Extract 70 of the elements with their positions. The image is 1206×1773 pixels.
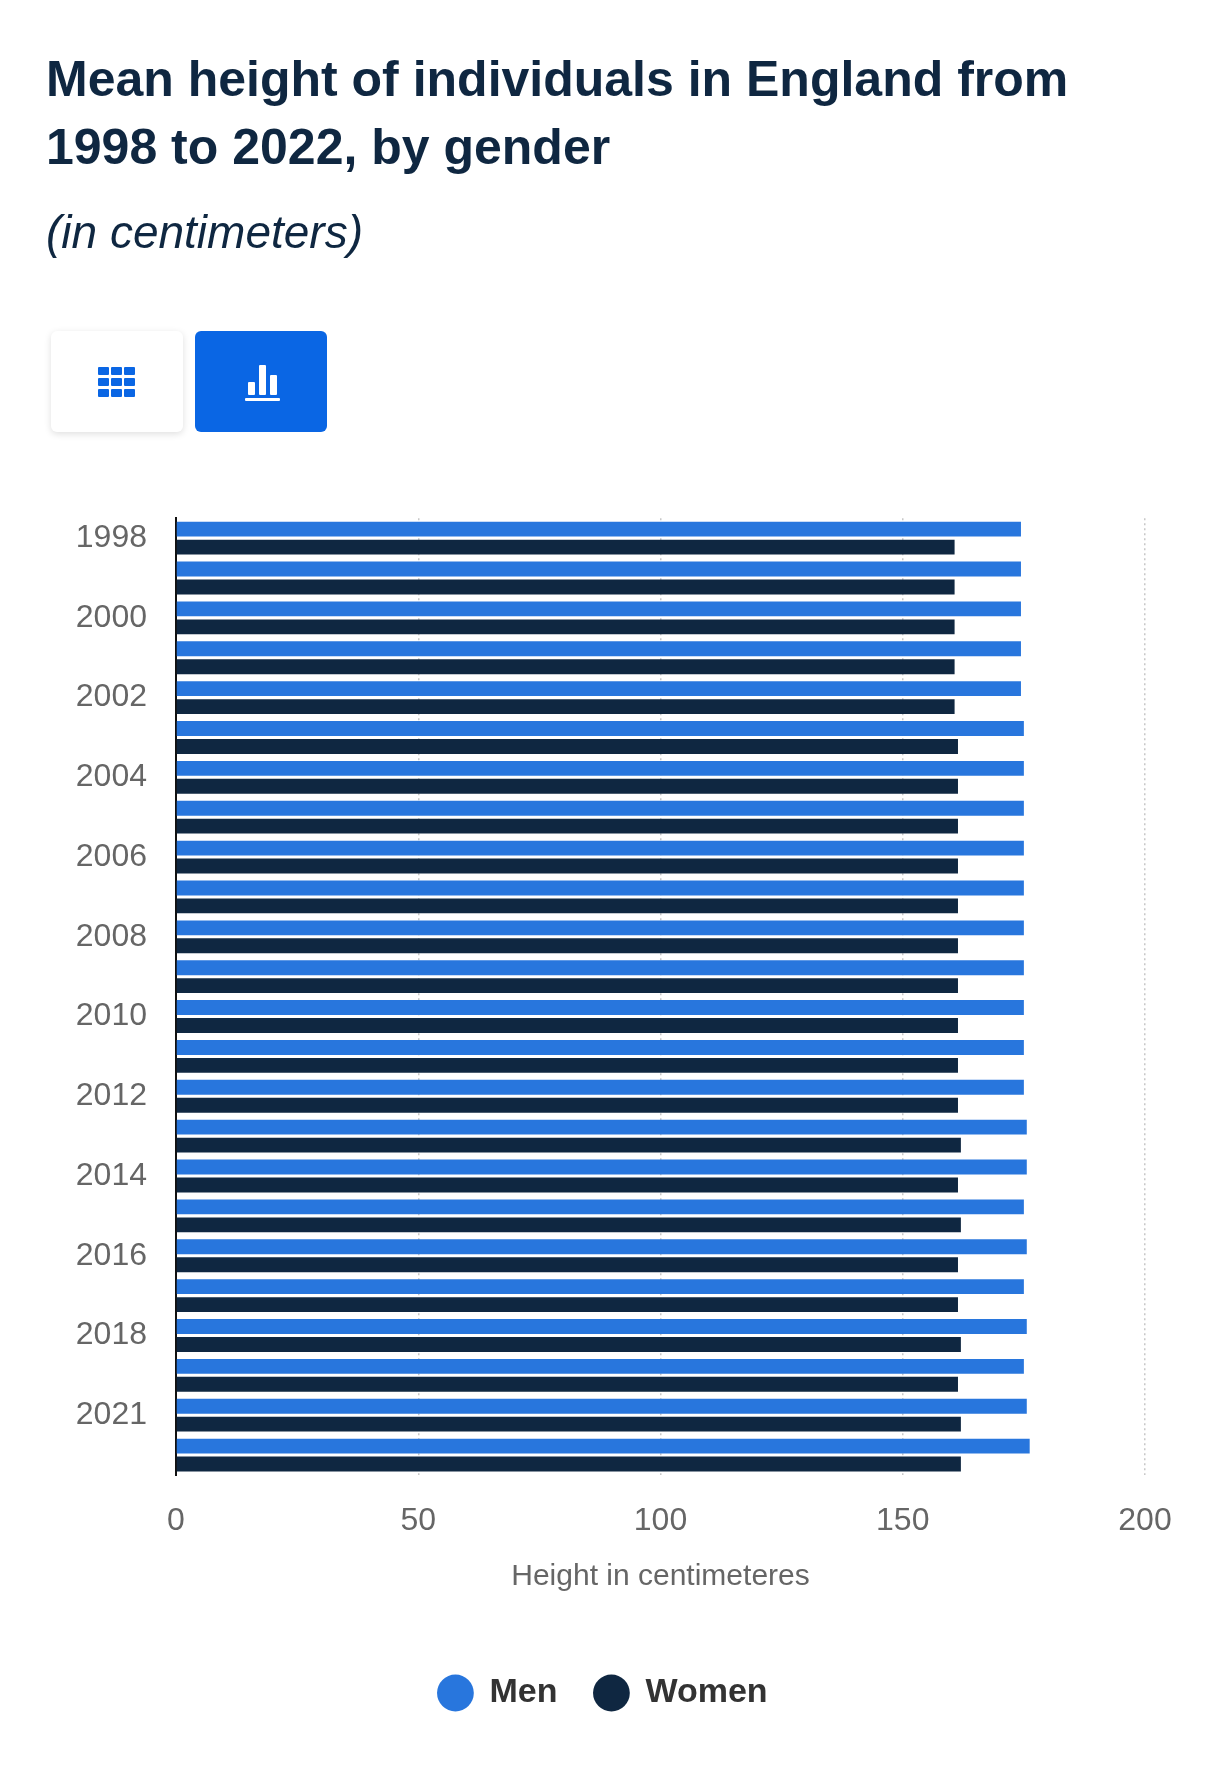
bar	[176, 1336, 961, 1352]
x-tick-label: 200	[1118, 1501, 1172, 1538]
y-tick-label: 2016	[75, 1235, 147, 1272]
bar	[176, 1159, 1027, 1175]
bar	[176, 1416, 961, 1432]
y-tick-label: 2018	[75, 1315, 147, 1352]
y-tick-label: 2004	[75, 757, 147, 794]
bar	[176, 539, 955, 555]
y-tick-label: 2000	[75, 597, 147, 634]
bar	[176, 1319, 1027, 1334]
bar	[176, 760, 1024, 776]
bar	[176, 1018, 958, 1033]
bar	[176, 738, 958, 754]
y-tick-label: 1998	[75, 517, 147, 554]
bar	[176, 1000, 1024, 1016]
bar	[176, 1079, 1024, 1095]
bar	[176, 1297, 958, 1313]
bar	[176, 818, 958, 834]
bar	[176, 898, 958, 914]
x-tick-label: 100	[633, 1501, 688, 1538]
bar	[176, 1137, 961, 1153]
y-tick-label: 2014	[75, 1155, 147, 1192]
bar	[176, 920, 1024, 936]
chart-title: Mean height of individuals in England from 1998 to 2022, by gender	[46, 50, 1070, 177]
bar	[176, 880, 1024, 896]
y-tick-label: 2012	[75, 1076, 147, 1113]
bar	[176, 960, 1024, 976]
bar	[176, 938, 958, 954]
bar	[176, 561, 1021, 577]
bar	[176, 1398, 1027, 1414]
bar	[176, 1039, 1024, 1055]
bar	[176, 1177, 958, 1193]
bar	[176, 521, 1021, 537]
bar	[176, 978, 958, 994]
bar	[176, 1119, 1027, 1135]
bar	[176, 1239, 1027, 1255]
bar	[176, 681, 1021, 697]
bar	[176, 1199, 1024, 1215]
y-tick-label: 2010	[75, 996, 147, 1033]
bar	[176, 601, 1021, 617]
y-tick-label: 2002	[75, 677, 147, 714]
bar	[176, 778, 958, 794]
bar	[176, 1057, 958, 1073]
bar	[176, 1456, 961, 1472]
y-tick-label: 2006	[75, 836, 147, 873]
bar	[176, 659, 955, 675]
bar	[176, 1376, 958, 1392]
x-tick-label: 150	[876, 1501, 930, 1538]
bar	[176, 721, 1024, 736]
bar	[176, 1358, 1024, 1374]
bar	[176, 840, 1024, 856]
x-tick-label: 0	[167, 1501, 185, 1538]
x-axis-title: Height in centimeteres	[511, 1558, 810, 1592]
chart-subtitle: (in centimeters)	[46, 206, 363, 258]
bar	[176, 1438, 1030, 1454]
bar	[176, 1279, 1024, 1295]
bar	[176, 641, 1021, 657]
bar	[176, 1217, 961, 1233]
bar	[176, 699, 955, 715]
legend-label: Women	[645, 1671, 768, 1710]
bar	[176, 800, 1024, 816]
x-tick-label: 50	[400, 1501, 437, 1538]
bar	[176, 1257, 958, 1273]
legend-label: Men	[489, 1671, 558, 1710]
bar	[176, 1097, 958, 1113]
bar	[176, 579, 955, 595]
y-tick-label: 2008	[75, 916, 147, 953]
bar	[176, 619, 955, 635]
bar	[176, 858, 958, 874]
y-tick-label: 2021	[75, 1395, 147, 1432]
